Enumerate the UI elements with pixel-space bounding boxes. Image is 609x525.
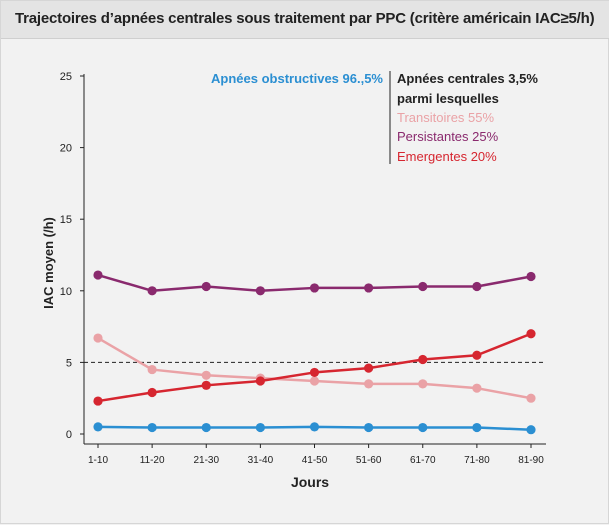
data-point-emergentes <box>93 396 103 406</box>
y-tick-label: 5 <box>66 357 72 369</box>
data-point-apnees <box>255 422 265 433</box>
data-point-apnees <box>93 422 103 432</box>
data-point-apnees <box>526 425 536 435</box>
data-point-persistantes <box>255 286 265 296</box>
data-point-transitoires <box>147 364 157 375</box>
legend: Apnées obstructives 96.,5% Apnées centra… <box>211 71 538 164</box>
data-point-transitoires <box>364 379 374 389</box>
axes: 0 5 10 15 20 25 1-10 11-20 21-30 31-40 41-50 51-60 6… <box>60 71 546 466</box>
data-point-transitoires <box>309 376 320 386</box>
x-tick-label: 41-50 <box>302 455 328 466</box>
data-point-transitoires <box>472 383 482 393</box>
data-point-apnees <box>418 422 428 433</box>
data-point-persistantes <box>364 283 374 293</box>
x-tick-label: 1-10 <box>88 455 108 466</box>
data-point-persistantes <box>201 281 211 292</box>
data-point-transitoires <box>93 333 103 343</box>
x-tick-label: 61-70 <box>410 455 436 466</box>
data-point-emergentes <box>526 329 536 339</box>
data-point-apnees <box>364 422 374 433</box>
x-tick-label: 51-60 <box>356 455 382 466</box>
data-point-persistantes <box>526 271 536 282</box>
y-tick-label: 15 <box>60 214 72 226</box>
data-point-emergentes <box>418 354 428 365</box>
x-tick-label: 71-80 <box>464 455 490 466</box>
legend-obstructive: Apnées obstructives 96.,5% <box>211 71 383 86</box>
data-point-apnees <box>147 422 157 433</box>
data-point-persistantes <box>93 270 103 280</box>
data-point-emergentes <box>472 350 482 360</box>
y-tick-label: 25 <box>60 71 72 83</box>
x-tick-label: 81-90 <box>518 455 544 466</box>
data-point-persistantes <box>472 281 482 292</box>
legend-central-heading: Apnées centrales 3,5% <box>397 71 538 86</box>
data-point-transitoires <box>526 393 536 403</box>
y-tick-label: 0 <box>66 429 72 441</box>
title-bar: Trajectoires d’apnées centrales sous tra… <box>1 1 609 39</box>
data-point-persistantes <box>418 281 428 292</box>
x-axis-label: Jours <box>291 474 329 490</box>
chart-title: Trajectoires d’apnées centrales sous tra… <box>15 10 595 27</box>
y-tick-label: 10 <box>60 286 72 298</box>
data-point-apnees <box>309 422 320 432</box>
data-point-emergentes <box>255 376 265 386</box>
x-tick-label: 11-20 <box>140 455 165 466</box>
legend-persistantes: Persistantes 25% <box>397 129 499 144</box>
data-point-apnees <box>472 422 482 433</box>
legend-transitoires: Transitoires 55% <box>397 110 494 125</box>
y-axis-label: IAC moyen (/h) <box>41 217 56 309</box>
data-point-apnees <box>201 422 211 433</box>
data-point-emergentes <box>309 367 320 378</box>
data-point-transitoires <box>201 370 211 380</box>
series-line-emergentes <box>97 332 532 403</box>
data-point-emergentes <box>364 363 374 373</box>
legend-central-subheading: parmi lesquelles <box>397 91 499 106</box>
x-tick-label: 21-30 <box>193 455 219 466</box>
data-point-emergentes <box>147 387 157 398</box>
data-point-emergentes <box>201 380 211 390</box>
x-tick-label: 31-40 <box>248 455 274 466</box>
data-point-persistantes <box>309 283 320 293</box>
y-tick-label: 20 <box>60 143 72 155</box>
data-point-persistantes <box>147 286 157 296</box>
legend-emergentes: Emergentes 20% <box>397 149 497 164</box>
data-point-transitoires <box>418 379 428 389</box>
chart-marks <box>84 270 546 435</box>
